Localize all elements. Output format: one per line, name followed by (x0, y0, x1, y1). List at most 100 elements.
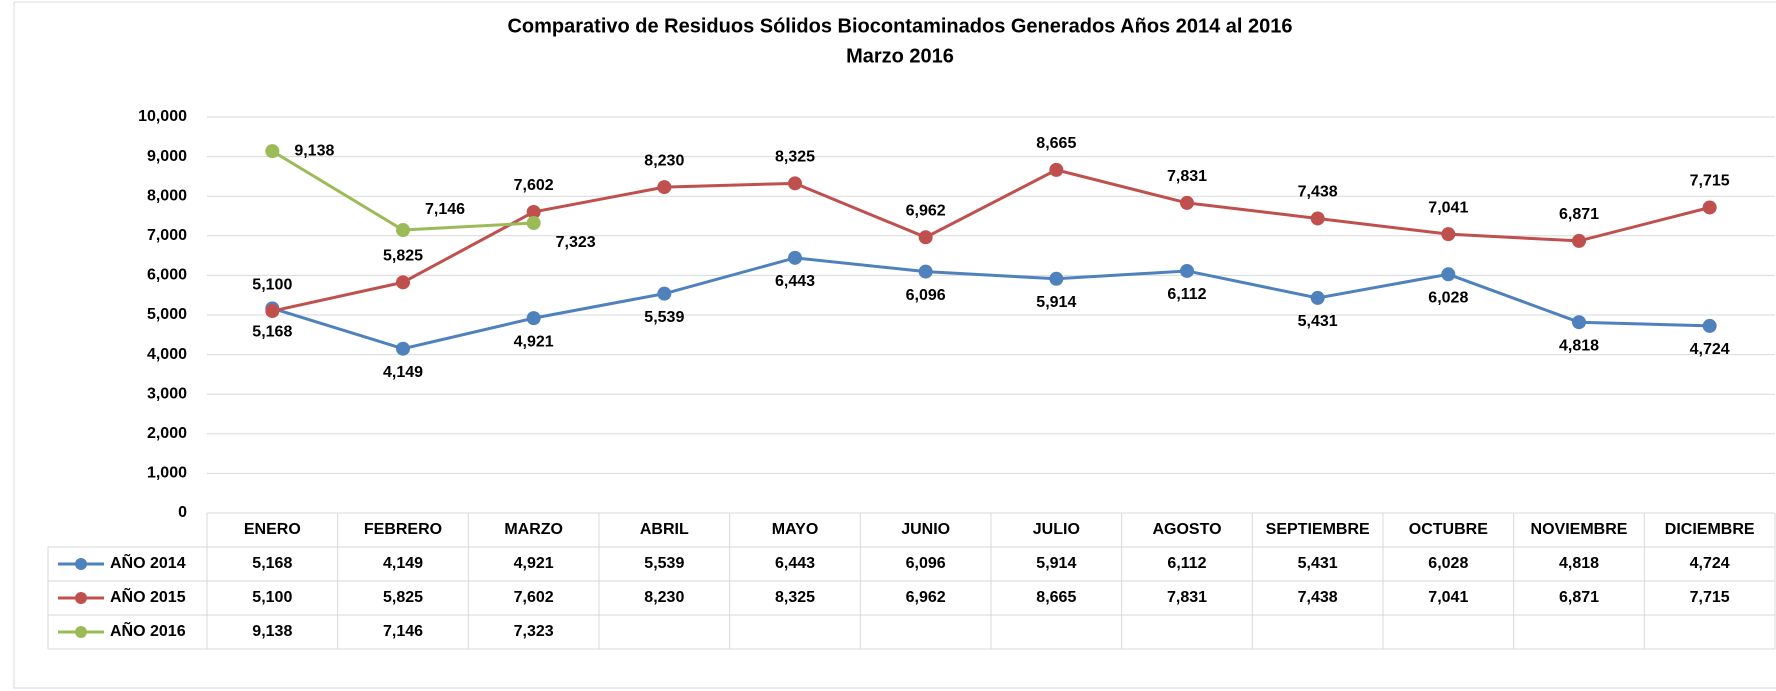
table-cell: 4,149 (383, 555, 423, 572)
table-cell: 5,431 (1298, 555, 1338, 572)
data-label: 9,138 (294, 142, 334, 159)
point (526, 204, 541, 219)
data-label: 8,230 (644, 152, 684, 169)
x-tick-label: DICIEMBRE (1665, 521, 1755, 538)
point (1180, 195, 1194, 210)
y-tick-label: 7,000 (147, 227, 187, 244)
point (1572, 233, 1586, 248)
y-tick-label: 1,000 (147, 465, 187, 482)
y-tick-label: 3,000 (147, 385, 187, 402)
data-label: 7,323 (556, 234, 596, 251)
data-label: 5,168 (252, 324, 292, 341)
data-label: 7,831 (1167, 168, 1207, 185)
point (526, 216, 541, 231)
point (1702, 318, 1717, 333)
data-label: 7,438 (1298, 184, 1338, 201)
y-tick-label: 10,000 (138, 108, 187, 125)
data-label: 6,096 (906, 287, 946, 304)
table-cell: 4,724 (1690, 555, 1730, 572)
data-label: 5,914 (1036, 294, 1076, 311)
legend-label: AÑO 2016 (110, 620, 186, 640)
data-label: 5,431 (1298, 313, 1338, 330)
table-cell: 5,100 (252, 589, 292, 606)
data-label: 6,028 (1428, 290, 1468, 307)
x-tick-label: JUNIO (901, 521, 950, 538)
table-cell: 7,438 (1298, 589, 1338, 606)
table-cell: 8,325 (775, 589, 815, 606)
x-tick-label: MAYO (772, 521, 819, 538)
x-tick-label: SEPTIEMBRE (1266, 521, 1370, 538)
point (265, 144, 280, 159)
table-cell: 8,665 (1036, 589, 1076, 606)
point (396, 341, 410, 356)
data-label: 7,041 (1428, 199, 1468, 216)
table-cell: 5,168 (252, 555, 292, 572)
table-cell: 5,914 (1036, 555, 1076, 572)
x-tick-label: ENERO (244, 521, 301, 538)
table-cell: 7,146 (383, 623, 423, 640)
data-label: 5,539 (644, 309, 684, 326)
point (657, 286, 672, 301)
data-label: 6,962 (906, 203, 946, 220)
data-label: 5,825 (383, 248, 423, 265)
point (396, 275, 410, 290)
x-tick-label: MARZO (504, 521, 563, 538)
point (918, 264, 933, 279)
x-tick-label: JULIO (1033, 521, 1080, 538)
legend-label: AÑO 2015 (110, 586, 186, 606)
table-cell: 7,715 (1690, 589, 1730, 606)
y-tick-label: 9,000 (147, 148, 187, 165)
data-label: 6,112 (1167, 286, 1206, 303)
table-cell: 6,962 (906, 589, 946, 606)
table-cell: 6,096 (906, 555, 946, 572)
table-cell: 5,825 (383, 589, 423, 606)
data-label: 7,146 (425, 201, 465, 218)
data-label: 4,921 (514, 333, 554, 350)
table-cell: 4,921 (514, 555, 554, 572)
point (788, 176, 802, 191)
point (1310, 290, 1325, 305)
data-label: 7,602 (514, 177, 554, 194)
data-label: 6,443 (775, 273, 815, 290)
table-cell: 6,871 (1559, 589, 1599, 606)
data-label: 5,100 (252, 276, 292, 293)
table-cell: 7,041 (1428, 589, 1468, 606)
point (396, 223, 410, 238)
point (1049, 271, 1064, 286)
series-line (271, 256, 1710, 351)
x-tick-label: AGOSTO (1152, 521, 1221, 538)
point (788, 250, 802, 265)
x-tick-label: ABRIL (640, 521, 689, 538)
y-tick-label: 5,000 (147, 306, 187, 323)
legend-marker (75, 592, 87, 604)
y-tick-label: 0 (178, 504, 187, 521)
table-cell: 5,539 (644, 555, 684, 572)
point (1310, 211, 1325, 226)
data-label: 6,871 (1559, 206, 1599, 223)
y-tick-label: 4,000 (147, 346, 187, 363)
x-tick-label: FEBRERO (364, 521, 442, 538)
chart-border (13, 1, 1776, 689)
point (657, 180, 672, 195)
x-tick-label: OCTUBRE (1409, 521, 1488, 538)
data-label: 8,325 (775, 149, 815, 166)
legend-marker (75, 558, 87, 570)
point (1049, 162, 1064, 177)
legend-marker (75, 626, 87, 638)
point (1180, 263, 1194, 278)
point (1441, 267, 1456, 282)
point (265, 304, 280, 319)
data-label: 4,818 (1559, 337, 1599, 354)
table-cell: 7,323 (514, 623, 554, 640)
table-cell: 6,112 (1167, 555, 1206, 572)
point (526, 311, 541, 326)
point (918, 230, 933, 245)
point (1441, 227, 1456, 242)
chart-title: Comparativo de Residuos Sólidos Bioconta… (507, 15, 1292, 37)
table-cell: 6,028 (1428, 555, 1468, 572)
data-label: 4,724 (1690, 341, 1730, 358)
data-label: 8,665 (1036, 135, 1076, 152)
data-label: 4,149 (383, 364, 423, 381)
table-cell: 6,443 (775, 555, 815, 572)
